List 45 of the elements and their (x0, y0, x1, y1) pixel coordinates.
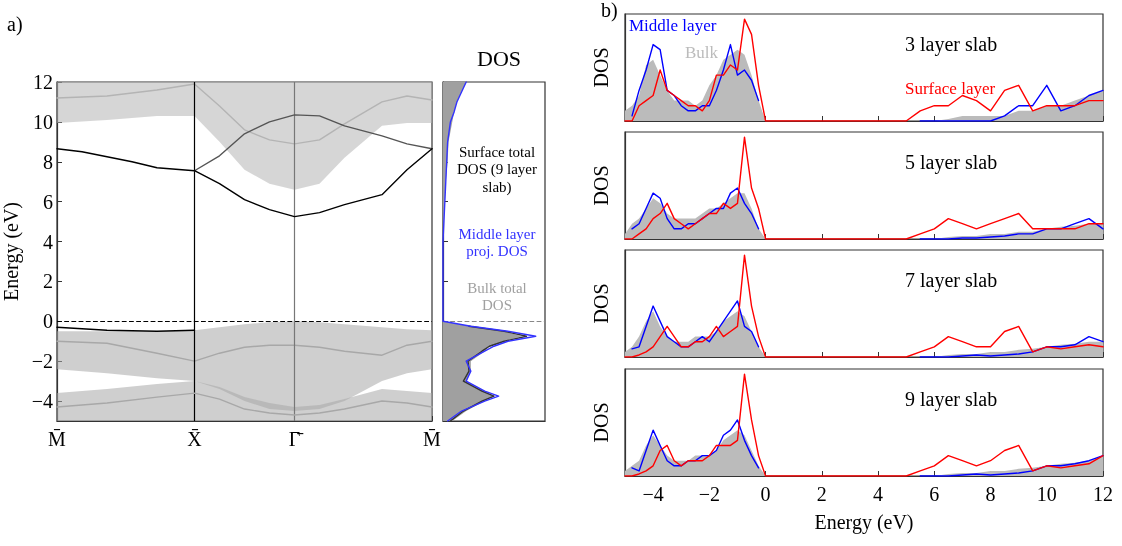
x-tick-label: 8 (985, 483, 996, 505)
y-tick-label: 0 (43, 310, 53, 333)
y-axis-title: DOS (590, 402, 612, 443)
x-tick-label: X̄ (187, 428, 203, 450)
x-tick-label: 6 (929, 483, 940, 505)
x-tick-label: M̄ (423, 428, 442, 450)
text: a) (7, 13, 23, 36)
series-label: Bulk (685, 43, 719, 62)
chart-title: DOS (476, 45, 522, 71)
x-tick-label: Γ̄ (288, 428, 305, 450)
x-tick-label: 2 (816, 483, 827, 505)
text: b) (601, 0, 618, 22)
y-tick-label: −4 (31, 390, 53, 413)
line-series (56, 392, 433, 416)
y-tick-label: 6 (43, 190, 53, 213)
x-axis-title: Energy (eV) (814, 511, 914, 534)
annotation: 5 layer slab (905, 151, 998, 174)
annotation: 3 layer slab (905, 33, 998, 56)
y-tick-label: −2 (31, 350, 53, 373)
y-tick-label: 8 (43, 150, 53, 173)
x-tick-label: −2 (698, 483, 720, 505)
series-label: Surface layer (905, 79, 996, 98)
series-label: Bulk total DOS (466, 280, 528, 315)
x-tick-label: M̄ (48, 428, 67, 450)
y-axis-title: DOS (590, 47, 612, 88)
x-tick-label: 4 (873, 483, 884, 505)
x-tick-label: 0 (760, 483, 771, 505)
y-tick-label: 4 (43, 230, 53, 253)
series-label: Middle layer proj. DOS (457, 226, 537, 261)
y-axis-title: DOS (590, 165, 612, 206)
x-tick-label: −4 (642, 483, 664, 505)
y-axis-title: DOS (590, 283, 612, 324)
annotation: 9 layer slab (905, 388, 998, 411)
series-label: Middle layer (629, 16, 717, 35)
y-axis-title: Energy (eV) (0, 201, 23, 302)
annotation: Surface total DOS (9 layer slab) (456, 144, 538, 196)
annotation: 7 layer slab (905, 269, 998, 292)
y-tick-label: 12 (33, 71, 53, 93)
line-series (56, 340, 433, 362)
line-series (56, 83, 433, 145)
y-tick-label: 10 (33, 110, 53, 133)
x-tick-label: 10 (1036, 483, 1057, 505)
y-tick-label: 2 (43, 270, 53, 293)
line-series (193, 114, 433, 172)
x-tick-label: 12 (1093, 483, 1113, 505)
